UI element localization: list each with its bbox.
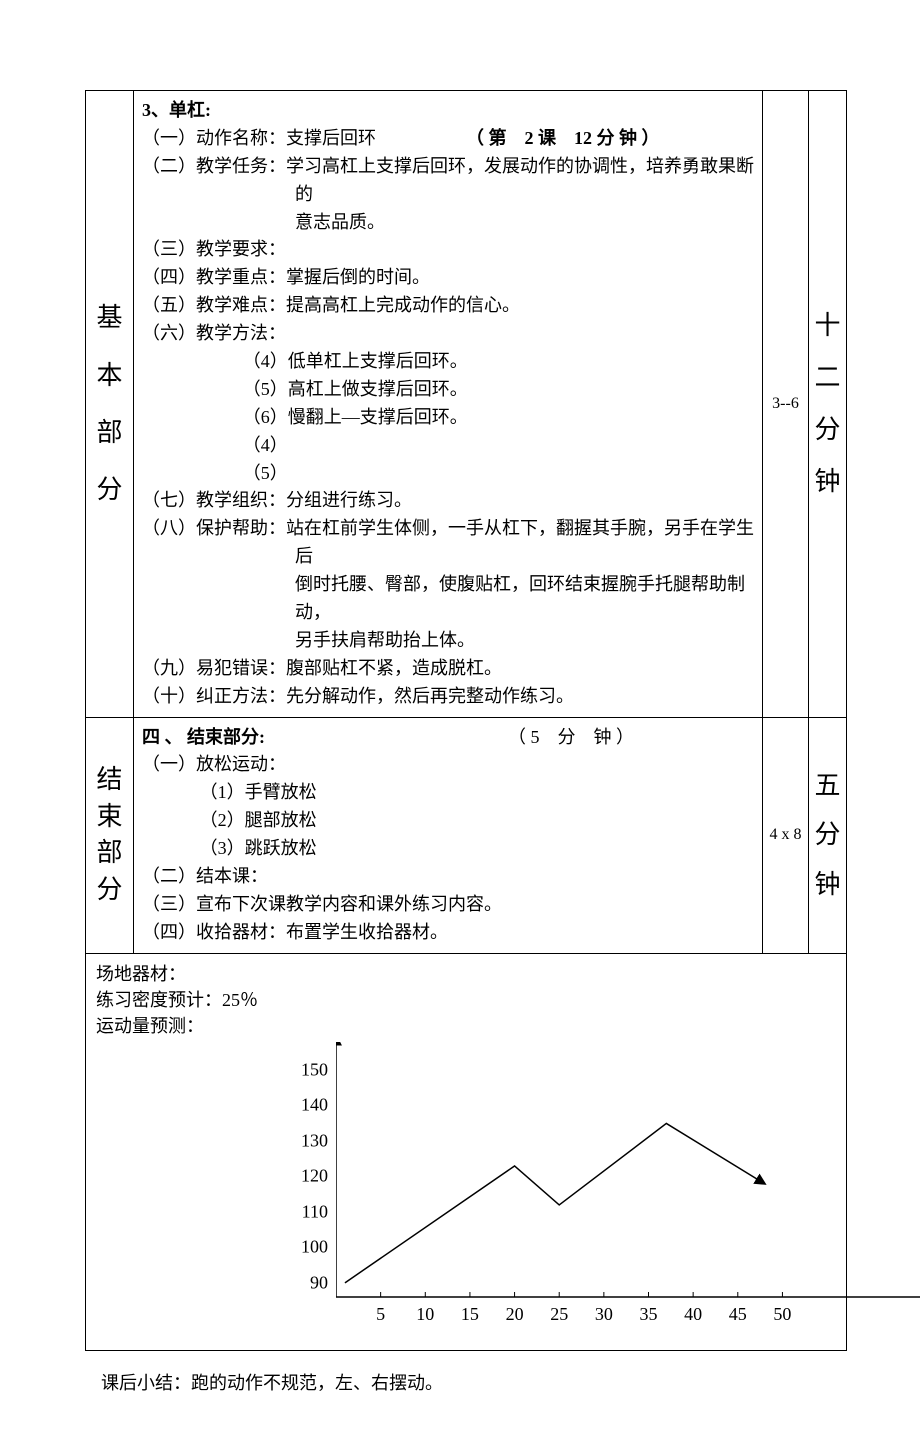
side-label-main: 基 本 部 分 <box>86 91 134 718</box>
label-text: 结 束 部 分 <box>90 762 129 908</box>
main-content: 3、单杠: （一）动作名称：支撑后回环 （ 第 2 课 12 分 钟 ） （二）… <box>134 91 763 718</box>
line: （三）教学要求： <box>142 236 754 264</box>
text: （ 5 分 钟 ） <box>508 727 634 747</box>
line: （二）教学任务：学习高杠上支撑后回环，发展动作的协调性，培养勇敢果断的 <box>142 153 754 209</box>
label-text: 基 本 部 分 <box>90 289 129 518</box>
line: （六）教学方法： <box>142 320 754 348</box>
line: （2）腿部放松 <box>142 807 754 835</box>
line: 四 、 结束部分: （ 5 分 钟 ） <box>142 724 754 752</box>
label-text: 五 分 钟 <box>813 761 842 909</box>
y-tick: 90 <box>228 1272 328 1293</box>
page: 基 本 部 分 3、单杠: （一）动作名称：支撑后回环 （ 第 2 课 12 分… <box>0 0 920 1445</box>
line: （3）跳跃放松 <box>142 835 754 863</box>
lesson-table: 基 本 部 分 3、单杠: （一）动作名称：支撑后回环 （ 第 2 课 12 分… <box>85 90 847 1351</box>
time-col: 十 二 分 钟 <box>809 91 847 718</box>
line: （五）教学难点：提高高杠上完成动作的信心。 <box>142 292 754 320</box>
table-row: 场地器材： 练习密度预计：25％ 运动量预测： 90 100 110 120 130 14… <box>86 953 847 1350</box>
text: （一）动作名称：支撑后回环 <box>142 128 376 148</box>
end-content: 四 、 结束部分: （ 5 分 钟 ） （一）放松运动： （1）手臂放松 （2）… <box>134 717 763 953</box>
line: （四）教学重点：掌握后倒的时间。 <box>142 264 754 292</box>
footnote: 课后小结：跑的动作不规范，左、右摆动。 <box>85 1351 835 1395</box>
y-tick: 140 <box>228 1095 328 1116</box>
y-tick: 110 <box>228 1201 328 1222</box>
y-tick: 150 <box>228 1060 328 1081</box>
chart-cell: 场地器材： 练习密度预计：25％ 运动量预测： 90 100 110 120 130 14… <box>86 953 847 1350</box>
label-text: 十 二 分 钟 <box>813 300 842 508</box>
line: （七）教学组织：分组进行练习。 <box>142 487 754 515</box>
text: 四 、 结束部分: <box>142 727 265 747</box>
table-row: 结 束 部 分 四 、 结束部分: （ 5 分 钟 ） （一）放松运动： （1）… <box>86 717 847 953</box>
line: 意志品质。 <box>142 209 754 237</box>
reps-col: 4 x 8 <box>763 717 809 953</box>
chart-header: 练习密度预计：25％ <box>96 986 836 1012</box>
time-col: 五 分 钟 <box>809 717 847 953</box>
line: （二）结本课： <box>142 863 754 891</box>
reps-col: 3--6 <box>763 91 809 718</box>
line: （5） <box>142 460 754 488</box>
line: （三）宣布下次课教学内容和课外练习内容。 <box>142 891 754 919</box>
line: （5）高杠上做支撑后回环。 <box>142 376 754 404</box>
line: （九）易犯错误：腹部贴杠不紧，造成脱杠。 <box>142 655 754 683</box>
table-row: 基 本 部 分 3、单杠: （一）动作名称：支撑后回环 （ 第 2 课 12 分… <box>86 91 847 718</box>
line: 另手扶肩帮助抬上体。 <box>142 627 754 655</box>
y-tick: 130 <box>228 1130 328 1151</box>
chart-svg <box>336 1042 920 1317</box>
side-label-end: 结 束 部 分 <box>86 717 134 953</box>
item-title: 3、单杠: <box>142 97 754 125</box>
y-tick: 120 <box>228 1166 328 1187</box>
line: （4）低单杠上支撑后回环。 <box>142 348 754 376</box>
line: （6）慢翻上—支撑后回环。 <box>142 404 754 432</box>
line: （4） <box>142 432 754 460</box>
chart-header: 运动量预测： <box>96 1012 836 1038</box>
y-tick: 100 <box>228 1237 328 1258</box>
line: （八）保护帮助：站在杠前学生体侧，一手从杠下，翻握其手腕，另手在学生后 <box>142 515 754 571</box>
text: （ 第 2 课 12 分 钟 ） <box>466 128 660 148</box>
line: （四）收拾器材：布置学生收拾器材。 <box>142 919 754 947</box>
line: 倒时托腰、臀部，使腹贴杠，回环结束握腕手托腿帮助制动， <box>142 571 754 627</box>
line: （一）放松运动： <box>142 751 754 779</box>
chart: 901001101201301401505101520253035404550 <box>216 1042 836 1332</box>
line: （1）手臂放松 <box>142 779 754 807</box>
line: （一）动作名称：支撑后回环 （ 第 2 课 12 分 钟 ） <box>142 125 754 153</box>
chart-header: 场地器材： <box>96 960 836 986</box>
line: （十）纠正方法：先分解动作，然后再完整动作练习。 <box>142 683 754 711</box>
